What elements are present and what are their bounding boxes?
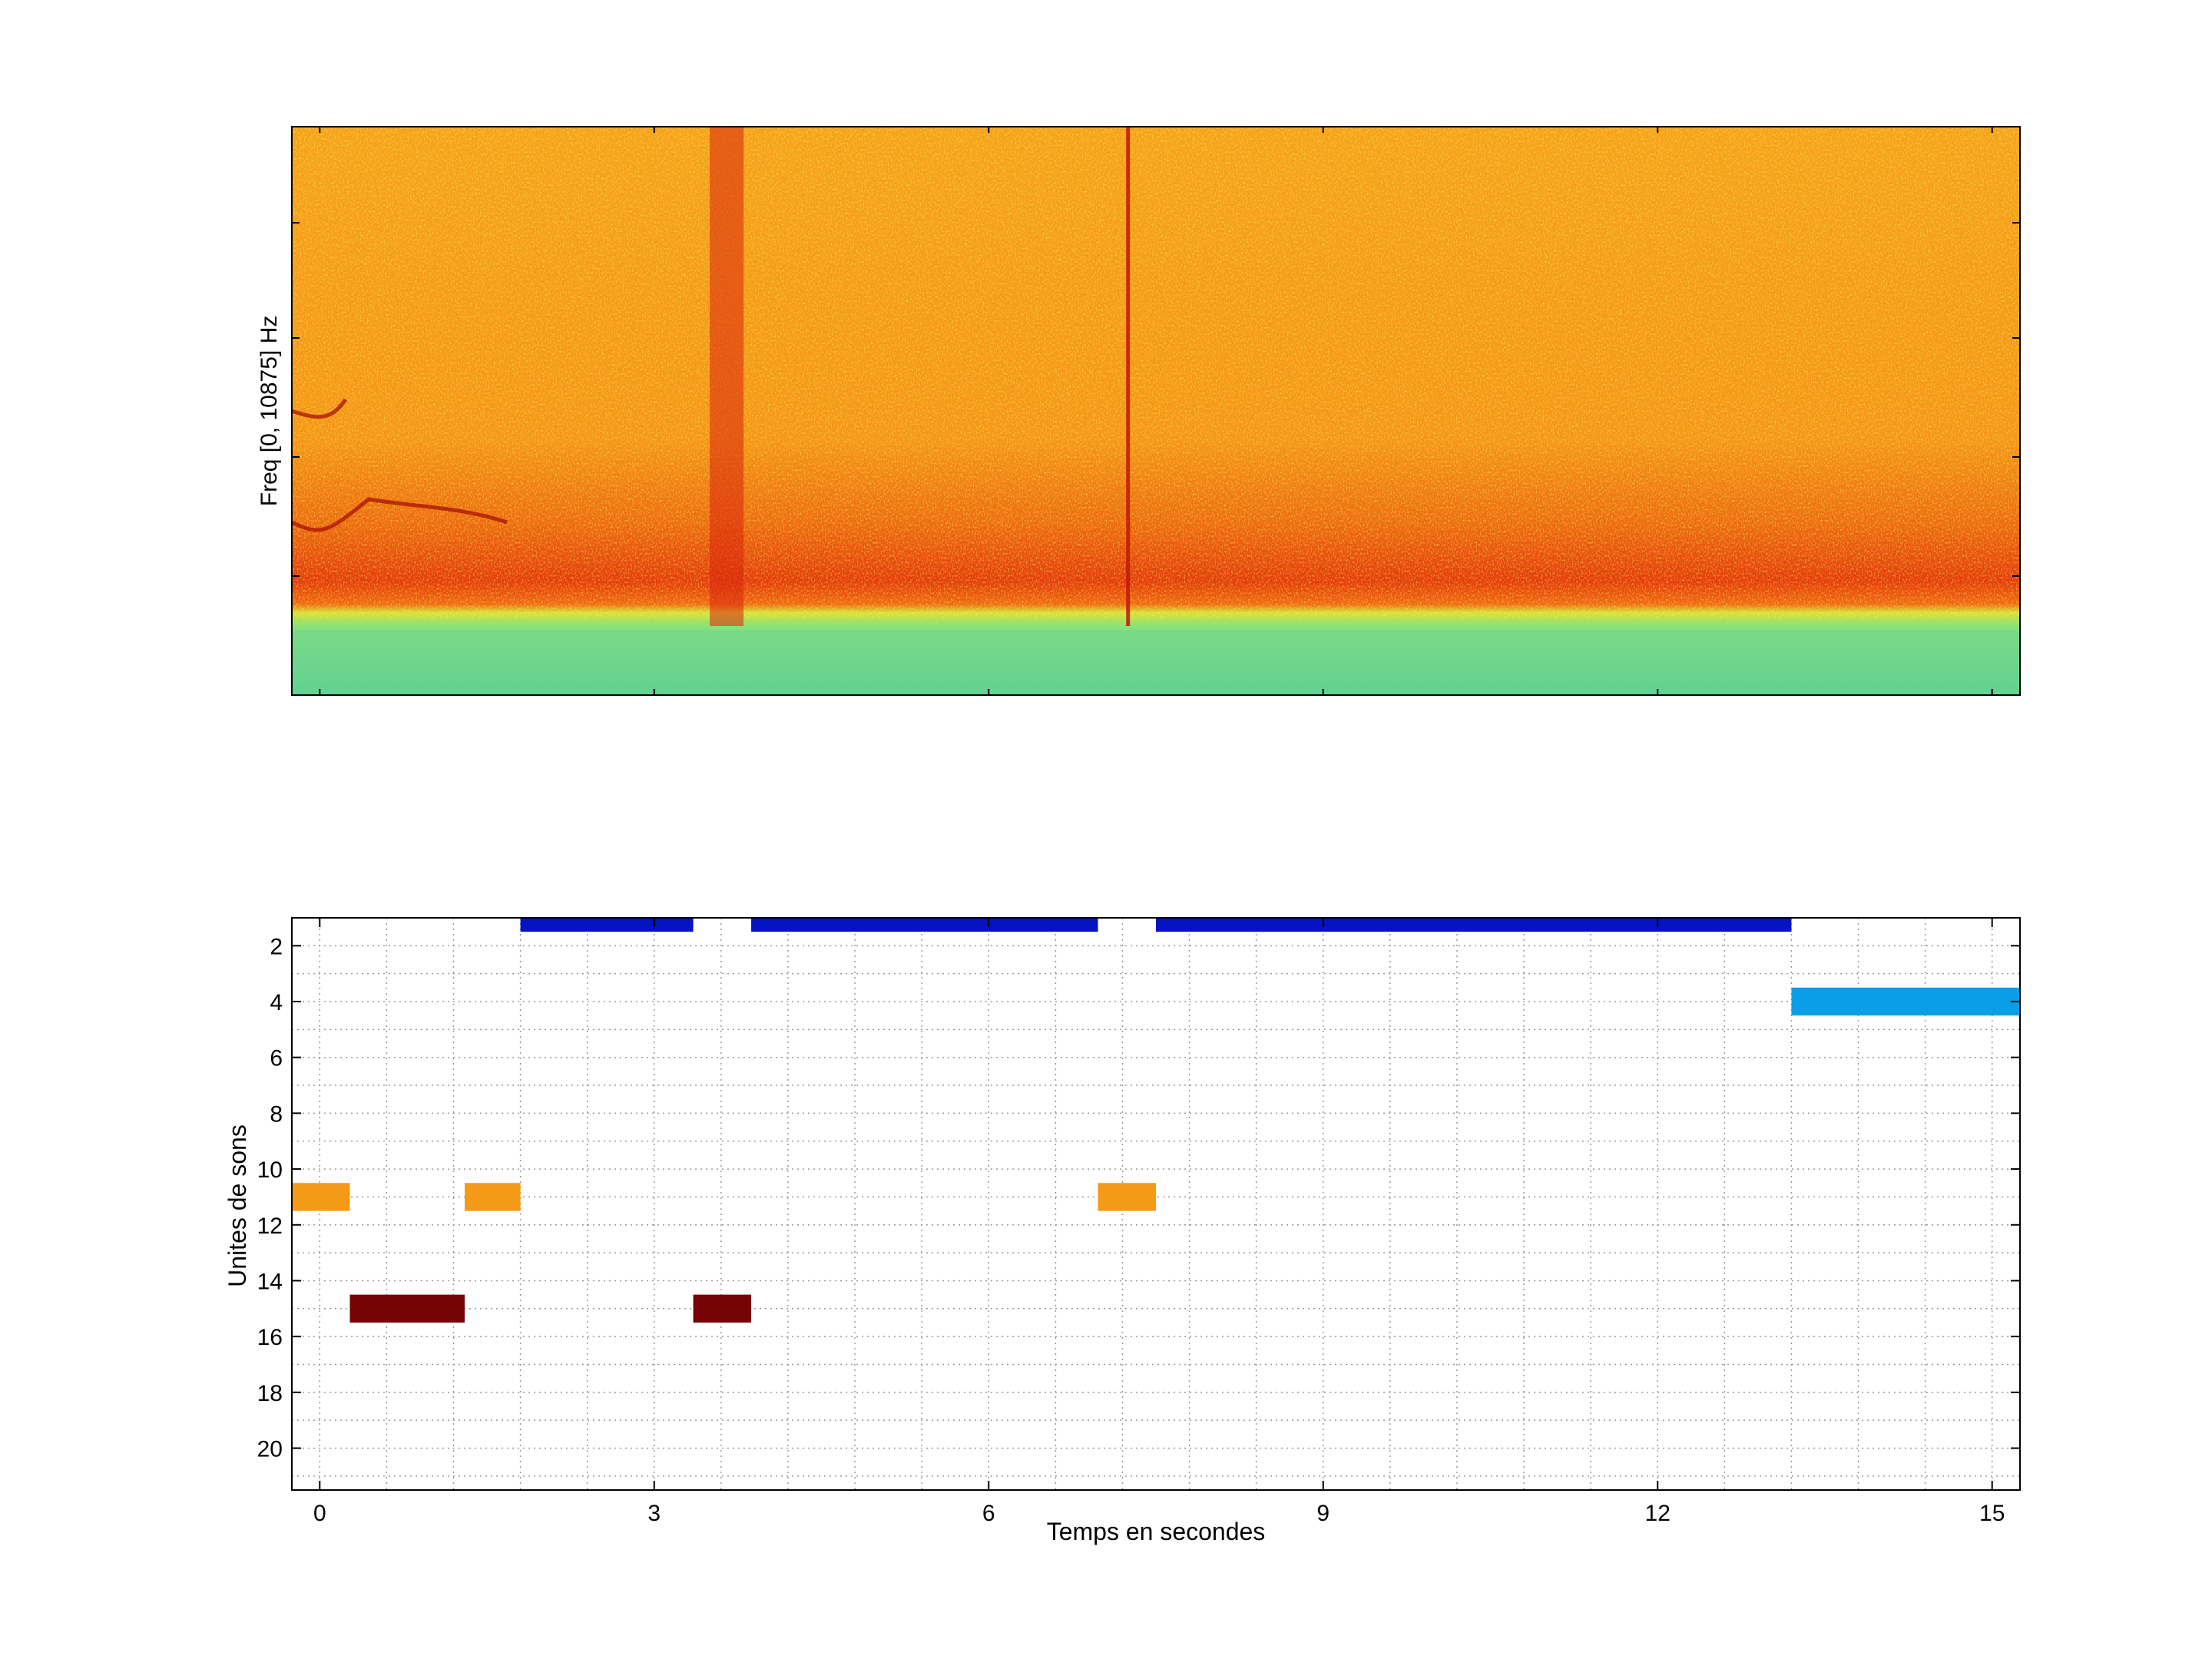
y-tick-label: 18 [257, 1381, 283, 1406]
y-tick-label: 10 [257, 1157, 283, 1183]
x-tick-label: 15 [1979, 1501, 2005, 1526]
x-tick-label: 6 [982, 1501, 995, 1526]
y-tick-label: 16 [257, 1325, 283, 1350]
y-tick-label: 14 [257, 1269, 283, 1294]
sound-units-panel: 0 3 6 9 12 15 2 4 6 8 10 12 14 16 18 20 Temps en second… [224, 917, 2021, 1545]
segment-unit-15-8 [693, 1294, 752, 1323]
segment-unit-11-5 [465, 1183, 521, 1211]
spectrogram-axes-frame [291, 126, 2021, 696]
segment-unit-1-1 [751, 918, 1098, 932]
segment-unit-15-7 [349, 1294, 465, 1323]
y-tick-label: 4 [270, 990, 283, 1015]
x-tick-label: 9 [1316, 1501, 1330, 1526]
y-tick-label: 12 [257, 1214, 283, 1239]
x-tick-label: 3 [647, 1501, 661, 1526]
segment-unit-1-2 [1156, 918, 1792, 932]
segment-unit-4-3 [1791, 987, 2020, 1016]
y-tick-label: 2 [270, 934, 283, 959]
x-tick-label: 12 [1645, 1501, 1671, 1526]
segments [292, 918, 2020, 1323]
y-tick-label: 8 [270, 1101, 283, 1127]
y-tick-label: 6 [270, 1046, 283, 1071]
x-tick-label: 0 [313, 1501, 326, 1526]
segment-unit-1-0 [520, 918, 694, 932]
spectrogram-ticks [292, 127, 2020, 695]
sound-units-axes-frame [291, 917, 2021, 1491]
broadband-band-1 [1126, 127, 1131, 626]
y-tick-label: 20 [257, 1436, 283, 1462]
x-axis-label: Temps en secondes [1047, 1518, 1266, 1545]
y-axis-label: Unites de sons [224, 1124, 251, 1287]
segment-unit-11-6 [1098, 1183, 1156, 1211]
broadband-band-0 [710, 127, 744, 626]
call-contour [292, 497, 508, 532]
spectrogram-ylabel: Freq [0, 10875] Hz [257, 316, 282, 506]
spectrogram-panel: Freq [0, 10875] Hz [257, 126, 2021, 696]
call-contour [292, 398, 348, 419]
axis-ticks: 0 3 6 9 12 15 2 4 6 8 10 12 14 16 18 20 [257, 918, 2020, 1526]
segment-unit-11-4 [292, 1183, 350, 1211]
spectrogram-image [292, 127, 2020, 695]
